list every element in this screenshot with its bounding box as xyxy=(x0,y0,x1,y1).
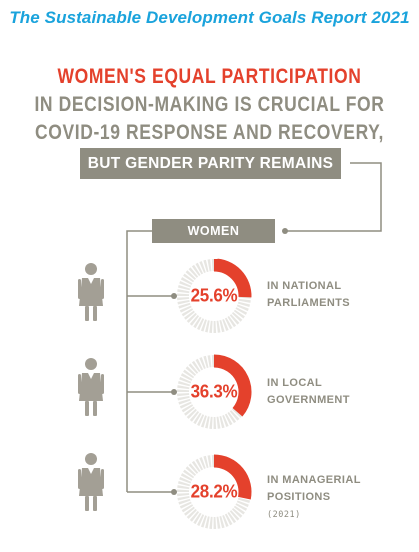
category-3-line-1: IN MANAGERIAL xyxy=(267,474,361,486)
donut-chart-2 xyxy=(177,354,252,429)
category-2-line-2: GOVERNMENT xyxy=(267,394,350,406)
donut-arc-3 xyxy=(213,454,252,500)
category-label-1: IN NATIONAL PARLIAMENTS xyxy=(267,278,350,312)
bracket-line xyxy=(126,230,152,492)
branch-dot-3 xyxy=(171,489,177,495)
woman-icon xyxy=(78,263,104,321)
women-represent-label: WOMEN REPRESENT xyxy=(152,219,275,262)
connector-dot-top xyxy=(282,228,288,234)
branch-dot-2 xyxy=(171,389,177,395)
highlight-box xyxy=(80,148,341,179)
category-label-2: IN LOCAL GOVERNMENT xyxy=(267,375,350,409)
category-3-line-2: POSITIONS xyxy=(267,491,331,503)
percent-label-3: 28.2% xyxy=(190,481,238,502)
headline-line-3: COVID-19 RESPONSE AND RECOVERY, xyxy=(35,119,384,145)
percent-label-2: 36.3% xyxy=(190,381,238,402)
connector-line-top xyxy=(285,162,382,232)
report-title: The Sustainable Development Goals Report… xyxy=(9,8,410,27)
category-2-line-1: IN LOCAL xyxy=(267,377,323,389)
year-note: (2021) xyxy=(267,510,301,520)
woman-icon xyxy=(78,453,104,511)
headline-line-2: IN DECISION-MAKING IS CRUCIAL FOR xyxy=(34,91,385,117)
headline-line-1: WOMEN'S EQUAL PARTICIPATION xyxy=(57,63,362,89)
highlight-text: BUT GENDER PARITY REMAINS FAR OFF xyxy=(87,155,334,203)
donut-chart-3 xyxy=(177,454,252,529)
donut-chart-1 xyxy=(177,258,252,333)
woman-icon xyxy=(78,358,104,416)
donut-arc-1 xyxy=(213,258,252,298)
percent-label-1: 25.6% xyxy=(190,285,238,306)
category-label-3: IN MANAGERIAL POSITIONS xyxy=(267,472,361,506)
donut-arc-2 xyxy=(213,354,252,417)
category-1-line-2: PARLIAMENTS xyxy=(267,297,351,309)
category-1-line-1: IN NATIONAL xyxy=(267,280,342,292)
branch-dot-1 xyxy=(171,293,177,299)
